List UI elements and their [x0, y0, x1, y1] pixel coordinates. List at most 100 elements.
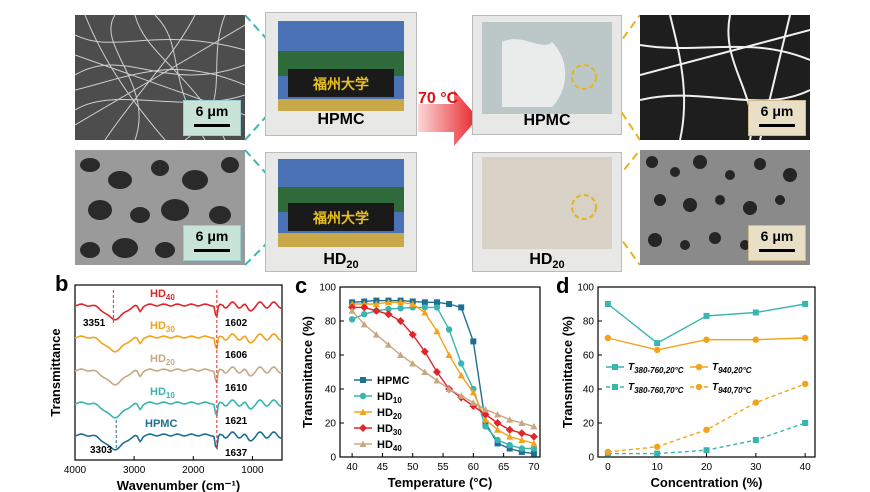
- peak-label: 1606: [225, 350, 248, 361]
- data-point: [420, 347, 429, 356]
- data-point: [446, 301, 453, 307]
- data-point: [445, 385, 453, 392]
- data-point: [348, 316, 356, 323]
- y-tick-label: 80: [325, 317, 337, 328]
- data-point: [397, 351, 405, 358]
- data-point: [703, 312, 710, 319]
- photo-label: HD20: [323, 250, 359, 271]
- legend-label: HD40: [377, 439, 402, 453]
- data-point: [469, 388, 477, 396]
- panel-letter: c: [295, 275, 307, 298]
- scale-bar: 6 μm: [748, 100, 806, 136]
- series-line: [351, 306, 534, 450]
- data-point: [421, 304, 429, 311]
- scale-label: 6 μm: [760, 103, 794, 119]
- data-point: [801, 380, 809, 388]
- data-point: [506, 433, 514, 440]
- panel-letter: d: [556, 275, 569, 298]
- series-line: [351, 310, 535, 428]
- data-point: [653, 346, 661, 354]
- x-tick-label: 70: [528, 462, 540, 473]
- x-tick-label: 50: [407, 462, 419, 473]
- sem-image-hd20-70c-porous: 6 μm: [640, 150, 810, 265]
- data-point: [482, 420, 489, 426]
- photo-label: HD20: [529, 250, 565, 271]
- plot-frame: [339, 286, 541, 458]
- vial-photo-hpmc-20c: 福州大学 HPMC: [265, 12, 417, 136]
- x-tick-label: 2000: [182, 465, 205, 476]
- data-point: [518, 448, 525, 455]
- scale-bar: 6 μm: [183, 100, 241, 136]
- x-axis-label: Concentration (%): [651, 475, 763, 490]
- legend-label: HD10: [377, 391, 402, 405]
- data-point: [482, 423, 489, 430]
- data-point: [654, 340, 661, 347]
- y-tick-label: 0: [588, 453, 594, 464]
- data-point: [506, 416, 514, 423]
- heating-arrow: [418, 88, 480, 148]
- ftir-series-line: [74, 399, 283, 419]
- y-tick-label: 60: [583, 351, 595, 362]
- vial-photo-hd20-20c: 福州大学 HD20: [265, 152, 417, 272]
- data-point: [384, 310, 393, 319]
- ftir-series-line: [74, 301, 283, 321]
- x-tick-label: 20: [701, 462, 713, 473]
- scale-bar: 6 μm: [748, 225, 806, 261]
- sem-image-hd20-porous: 6 μm: [75, 150, 245, 265]
- data-point: [752, 437, 759, 443]
- data-point: [604, 334, 612, 342]
- legend-label: T380-760,20°C: [628, 362, 684, 375]
- concentration-transmittance-chart: 0 10 20 30 40 0 20 40 60 80 100 Concentration (%) Tr…: [556, 275, 816, 490]
- y-tick-label: 100: [577, 283, 594, 294]
- x-axis-label: Wavenumber (cm⁻¹): [117, 478, 240, 492]
- sem-image-hpmc-fibers: 6 μm: [75, 15, 245, 140]
- data-point: [530, 439, 538, 447]
- data-point: [481, 410, 490, 419]
- photo-label: HPMC: [523, 112, 571, 129]
- data-point: [517, 429, 526, 438]
- sem-image-hpmc-70c-fibers: 6 μm: [640, 15, 810, 140]
- legend-marker: [359, 440, 367, 447]
- data-point: [802, 301, 809, 307]
- vial-photo-hd20-70c: HD20: [472, 152, 622, 272]
- legend-label: HD30: [377, 423, 402, 437]
- temperature-transmittance-chart: 40 45 50 55 60 65 70 0 20 40 60 80 100 Temperature (°…: [295, 275, 541, 490]
- data-point: [360, 320, 368, 328]
- data-point: [604, 301, 611, 307]
- data-point: [494, 411, 502, 418]
- data-point: [469, 399, 477, 406]
- y-tick-label: 60: [325, 351, 337, 362]
- data-point: [530, 445, 538, 452]
- ftir-series-line: [74, 333, 283, 353]
- panel-letter: b: [55, 275, 68, 296]
- x-tick-label: 55: [437, 462, 449, 473]
- legend-marker: [359, 392, 367, 400]
- data-point: [752, 336, 760, 343]
- series-line: [352, 299, 534, 455]
- data-point: [433, 327, 441, 335]
- opaque-film-view: [482, 157, 612, 249]
- data-point: [529, 432, 538, 441]
- data-point: [445, 326, 453, 333]
- transparent-film-view: 福州大学: [278, 21, 404, 111]
- x-tick-label: 40: [347, 462, 359, 473]
- x-tick-label: 0: [605, 462, 611, 473]
- data-point: [653, 443, 661, 450]
- ftir-series-line: [74, 366, 283, 386]
- transparent-film-view: 福州大学: [278, 159, 404, 247]
- data-point: [481, 416, 489, 423]
- peak-label: 1602: [225, 318, 248, 329]
- x-tick-label: 10: [652, 462, 664, 473]
- data-point: [361, 311, 368, 318]
- data-point: [457, 392, 465, 399]
- photo-label: HPMC: [317, 111, 365, 128]
- x-tick-label: 4000: [64, 465, 87, 476]
- legend-label: HD20: [377, 407, 402, 421]
- data-point: [397, 305, 404, 312]
- legend-marker: [612, 384, 618, 390]
- data-point: [384, 298, 392, 306]
- data-point: [372, 306, 381, 315]
- data-point: [470, 338, 477, 345]
- x-tick-label: 3000: [123, 465, 146, 476]
- data-point: [432, 368, 441, 376]
